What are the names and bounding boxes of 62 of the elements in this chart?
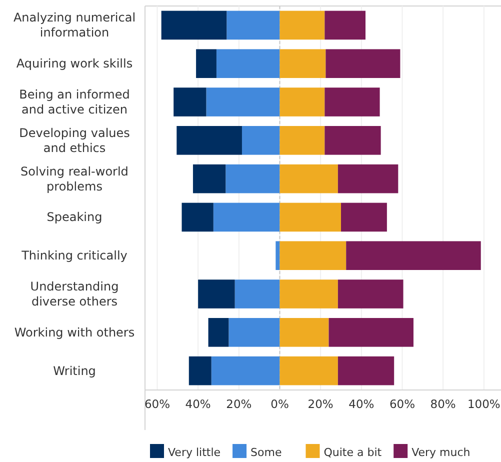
bar: [324, 126, 381, 155]
bar: [242, 126, 280, 155]
bar: [196, 49, 216, 78]
legend-label: Very much: [412, 446, 470, 459]
bar: [338, 356, 394, 386]
y-tick-label: Analyzing numerical information: [13, 10, 136, 40]
bar: [338, 164, 398, 194]
bar: [280, 356, 338, 386]
bar: [216, 49, 280, 78]
bar: [188, 356, 212, 386]
x-tick-label: 20%: [308, 397, 334, 412]
bar: [280, 202, 341, 232]
y-tick-label: Aquiring work skills: [16, 56, 133, 71]
legend-label: Some: [250, 446, 282, 459]
legend-label: Quite a bit: [324, 446, 382, 459]
y-tick-label: Working with others: [14, 325, 135, 340]
x-tick-label: 0%: [270, 397, 289, 412]
bar: [226, 164, 280, 194]
bar: [338, 280, 404, 308]
bar: [341, 202, 387, 232]
bar: [174, 88, 206, 116]
bar: [280, 49, 326, 78]
y-tick-label: Being an informed and active citizen: [19, 88, 130, 116]
y-tick-label: Thinking critically: [20, 248, 128, 263]
bar: [326, 49, 400, 78]
bar: [161, 10, 227, 40]
y-tick-label: Speaking: [46, 210, 102, 224]
bar: [234, 280, 280, 308]
y-tick-label: Solving real-world problems: [20, 164, 128, 194]
bar: [226, 10, 280, 40]
x-tick-label: 100%: [467, 397, 500, 412]
bar: [176, 126, 242, 155]
bar: [182, 202, 214, 232]
bar: [192, 164, 226, 194]
x-tick-label: 20%: [226, 397, 252, 412]
x-tick-label: 60%: [389, 397, 416, 412]
bar: [280, 280, 338, 308]
bar: [346, 241, 481, 270]
bar: [213, 202, 280, 232]
x-tick-label: 40%: [185, 397, 211, 412]
bar: [208, 318, 229, 347]
bar: [280, 164, 338, 194]
bar: [324, 88, 380, 116]
y-tick-label: Understanding diverse others: [30, 280, 119, 308]
x-tick-label: 60%: [144, 397, 170, 412]
legend-label: Very little: [168, 446, 221, 459]
x-tick-label: 80%: [430, 397, 456, 412]
bar: [206, 88, 280, 116]
bar: [280, 126, 325, 155]
bar: [280, 318, 329, 347]
x-tick-label: 40%: [348, 397, 374, 412]
bar: [228, 318, 280, 347]
bar: [328, 318, 414, 347]
bar: [280, 10, 325, 40]
bar: [324, 10, 366, 40]
bar: [280, 88, 325, 116]
y-tick-label: Writing: [53, 364, 96, 378]
bar: [276, 241, 280, 270]
bar: [198, 280, 235, 308]
bar: [280, 241, 346, 270]
bar: [211, 356, 280, 386]
y-tick-label: Developing values and ethics: [19, 126, 130, 155]
